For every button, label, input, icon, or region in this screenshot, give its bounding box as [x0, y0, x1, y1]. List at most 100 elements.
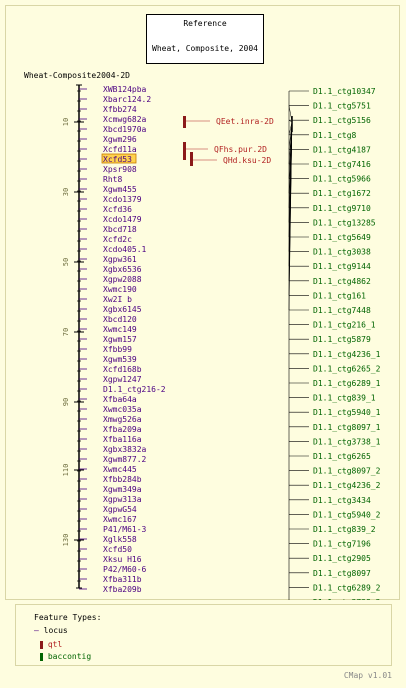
marker-label[interactable]: Xgwm296 [103, 135, 137, 144]
marker-label[interactable]: Xwmc190 [103, 285, 137, 294]
marker-label[interactable]: Xcfd11a [103, 145, 137, 154]
marker-label[interactable]: Xgpw2088 [103, 275, 142, 284]
marker-label[interactable]: P41/M61-3 [103, 525, 147, 534]
contig-label[interactable]: D1.1_ctg7196 [313, 540, 371, 549]
marker-label[interactable]: Xgpw313a [103, 495, 142, 504]
marker-label[interactable]: Xfba209a [103, 425, 142, 434]
contig-label[interactable]: D1.1_ctg1672 [313, 189, 371, 198]
marker-label[interactable]: Xwmc035a [103, 405, 142, 414]
marker-label[interactable]: Xcfd50 [103, 545, 132, 554]
marker-label[interactable]: Xfba64a [103, 395, 137, 404]
contig-label[interactable]: D1.1_ctg6289_1 [313, 379, 381, 388]
qtl-label[interactable]: QEet.inra-2D [216, 117, 274, 126]
marker-label[interactable]: Xcdo1479 [103, 215, 142, 224]
qtl-label[interactable]: QFhs.pur.2D [214, 145, 267, 154]
contig-label[interactable]: D1.1_ctg5940_2 [313, 510, 381, 519]
contig-label[interactable]: D1.1_ctg6265 [313, 452, 371, 461]
marker-label[interactable]: Xwmc167 [103, 515, 137, 524]
contig-label[interactable]: D1.1_ctg5966 [313, 175, 371, 184]
marker-label[interactable]: P42/M60-6 [103, 565, 147, 574]
contig-label[interactable]: D1.1_ctg161 [313, 291, 366, 300]
marker-label[interactable]: Xbcd718 [103, 225, 137, 234]
marker-label[interactable]: Xpsr908 [103, 165, 137, 174]
contig-label[interactable]: D1.1_ctg8097_2 [313, 467, 381, 476]
marker-label[interactable]: Xgbx3832a [103, 445, 147, 454]
contig-label[interactable]: D1.1_ctg6289_2 [313, 583, 381, 592]
marker-label[interactable]: Xgwm539 [103, 355, 137, 364]
contig-label[interactable]: D1.1_ctg13285 [313, 218, 376, 227]
contig-label[interactable]: D1.1_ctg7416 [313, 160, 371, 169]
marker-label[interactable]: Xfbb284b [103, 475, 142, 484]
contig-label[interactable]: D1.1_ctg4236_2 [313, 481, 381, 490]
marker-label[interactable]: Xcmwg682a [103, 115, 147, 124]
marker-label[interactable]: Rht8 [103, 175, 122, 184]
marker-label[interactable]: Xcdo405.1 [103, 245, 147, 254]
qtl-bar[interactable] [190, 152, 193, 166]
marker-label[interactable]: Xcdo1379 [103, 195, 142, 204]
contig-label[interactable]: D1.1_ctg2905 [313, 554, 371, 563]
locus-line-icon: — [34, 626, 39, 635]
axis-tick-label: 90 [62, 398, 70, 406]
contig-bar-icon [40, 652, 43, 661]
marker-label[interactable]: Xgbx6536 [103, 265, 142, 274]
qtl-bar[interactable] [183, 116, 186, 128]
qtl-bar[interactable] [183, 142, 186, 160]
marker-label[interactable]: D1.1_ctg216-2 [103, 385, 166, 394]
contig-label[interactable]: D1.1_ctg5751 [313, 102, 371, 111]
contig-label[interactable]: D1.1_ctg8097 [313, 569, 371, 578]
contig-label[interactable]: D1.1_ctg4187 [313, 145, 371, 154]
marker-label[interactable]: Xwmc445 [103, 465, 137, 474]
contig-label[interactable]: D1.1_ctg3434 [313, 496, 371, 505]
qtl-label[interactable]: QHd.ksu-2D [223, 156, 271, 165]
marker-label[interactable]: Xfba116a [103, 435, 142, 444]
contig-label[interactable]: D1.1_ctg4236_1 [313, 350, 381, 359]
contig-label[interactable]: D1.1_ctg5879 [313, 335, 371, 344]
contig-label[interactable]: D1.1_ctg4862 [313, 277, 371, 286]
marker-label[interactable]: Xfba311b [103, 575, 142, 584]
marker-label[interactable]: Xbcd120 [103, 315, 137, 324]
contig-label[interactable]: D1.1_ctg3038 [313, 248, 371, 257]
marker-label[interactable]: Xw2I b [103, 295, 132, 304]
contig-label[interactable]: D1.1_ctg216_1 [313, 321, 376, 330]
marker-label[interactable]: Xgpw1247 [103, 375, 142, 384]
legend-title: Feature Types: [34, 613, 102, 622]
marker-label[interactable]: Xgpw361 [103, 255, 137, 264]
marker-label[interactable]: Xglk558 [103, 535, 137, 544]
marker-label[interactable]: XgpwG54 [103, 505, 137, 514]
marker-label[interactable]: Xfbb99 [103, 345, 132, 354]
map-title[interactable]: Wheat-Composite2004-2D [24, 71, 130, 80]
contig-label[interactable]: D1.1_ctg5156 [313, 116, 371, 125]
marker-label[interactable]: Xcfd2c [103, 235, 132, 244]
contig-label[interactable]: D1.1_ctg7448 [313, 306, 371, 315]
contig-label[interactable]: D1.1_ctg3738_1 [313, 437, 381, 446]
contig-label[interactable]: D1.1_ctg9710 [313, 204, 371, 213]
legend-item-baccontig: baccontig [40, 652, 91, 661]
marker-label[interactable]: Xmwg526a [103, 415, 142, 424]
marker-label[interactable]: Xksu H16 [103, 555, 142, 564]
contig-label[interactable]: D1.1_ctg8097_1 [313, 423, 381, 432]
contig-label[interactable]: D1.1_ctg9144 [313, 262, 371, 271]
marker-label[interactable]: Xfbb274 [103, 105, 137, 114]
marker-label[interactable]: Xwmc149 [103, 325, 137, 334]
contig-label[interactable]: D1.1_ctg5940_1 [313, 408, 381, 417]
marker-label[interactable]: Xgwm455 [103, 185, 137, 194]
marker-label[interactable]: XWB124pba [103, 85, 147, 94]
marker-label[interactable]: Xgwm877.2 [103, 455, 147, 464]
contig-label[interactable]: D1.1_ctg6265_2 [313, 364, 381, 373]
marker-label[interactable]: Xgwm349a [103, 485, 142, 494]
contig-label[interactable]: D1.1_ctg10347 [313, 87, 376, 96]
marker-label[interactable]: Xbarc124.2 [103, 95, 151, 104]
marker-label[interactable]: Xfba209b [103, 585, 142, 594]
contig-label[interactable]: D1.1_ctg3738_2 [313, 598, 381, 600]
contig-label[interactable]: D1.1_ctg5649 [313, 233, 371, 242]
marker-label[interactable]: Xcfd168b [103, 365, 142, 374]
contig-label[interactable]: D1.1_ctg839_2 [313, 525, 376, 534]
marker-label[interactable]: Xgbx6145 [103, 305, 142, 314]
marker-label[interactable]: Xcfd36 [103, 205, 132, 214]
marker-label[interactable]: Xgwm157 [103, 335, 137, 344]
marker-label[interactable]: Xcfd53 [103, 155, 132, 164]
marker-label[interactable]: Xbcd1970a [103, 125, 147, 134]
reference-map-name[interactable]: Wheat, Composite, 2004 [152, 44, 258, 53]
contig-label[interactable]: D1.1_ctg839_1 [313, 394, 376, 403]
contig-label[interactable]: D1.1_ctg8 [313, 131, 357, 140]
